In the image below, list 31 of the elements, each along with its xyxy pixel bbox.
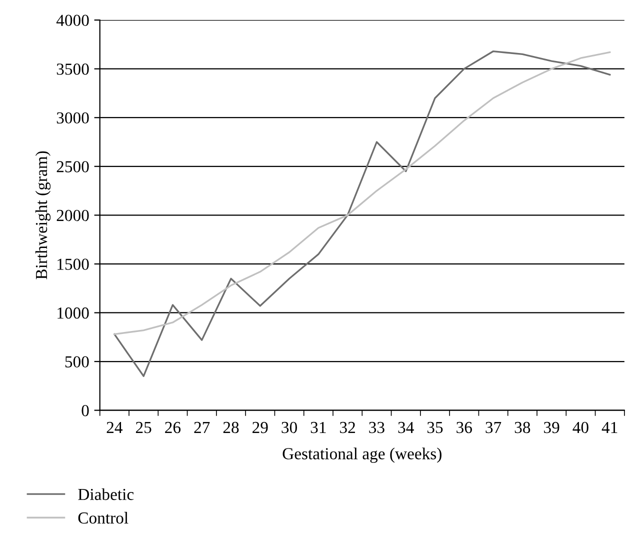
x-tick-label: 33 <box>369 422 384 434</box>
legend-label: Diabetic <box>78 488 134 500</box>
y-axis-title: Birthweight (gram) <box>35 151 51 280</box>
x-tick-label: 40 <box>572 422 588 434</box>
y-tick-label: 2000 <box>56 210 89 222</box>
x-tick-label: 28 <box>223 422 239 434</box>
y-tick-label: 3500 <box>56 64 89 75</box>
y-tick-label: 4000 <box>56 14 89 26</box>
x-tick-label: 26 <box>165 422 181 434</box>
x-tick-label: 37 <box>486 422 502 434</box>
x-tick-label: 27 <box>194 422 210 433</box>
x-tick-label: 38 <box>514 422 530 434</box>
y-tick-label: 0 <box>82 404 89 416</box>
x-tick-label: 30 <box>282 422 297 434</box>
y-tick-label: 1000 <box>58 307 89 319</box>
y-tick-label: 2500 <box>56 161 89 172</box>
x-tick-label: 24 <box>106 422 122 433</box>
y-tick-label: 1500 <box>58 258 89 270</box>
y-tick-label: 500 <box>65 356 89 368</box>
legend-label: Control <box>78 512 128 524</box>
x-tick-label: 41 <box>602 422 618 433</box>
x-tick-label: 36 <box>456 422 472 434</box>
x-tick-label: 35 <box>427 422 443 434</box>
y-tick-label: 3000 <box>56 112 89 124</box>
x-tick-label: 31 <box>310 422 326 434</box>
x-axis-title: Gestational age (weeks) <box>282 448 442 463</box>
x-tick-label: 34 <box>398 422 414 434</box>
x-tick-label: 39 <box>544 422 560 434</box>
x-tick-label: 32 <box>340 422 355 434</box>
x-tick-label: 25 <box>136 422 152 434</box>
x-tick-label: 29 <box>252 422 268 434</box>
